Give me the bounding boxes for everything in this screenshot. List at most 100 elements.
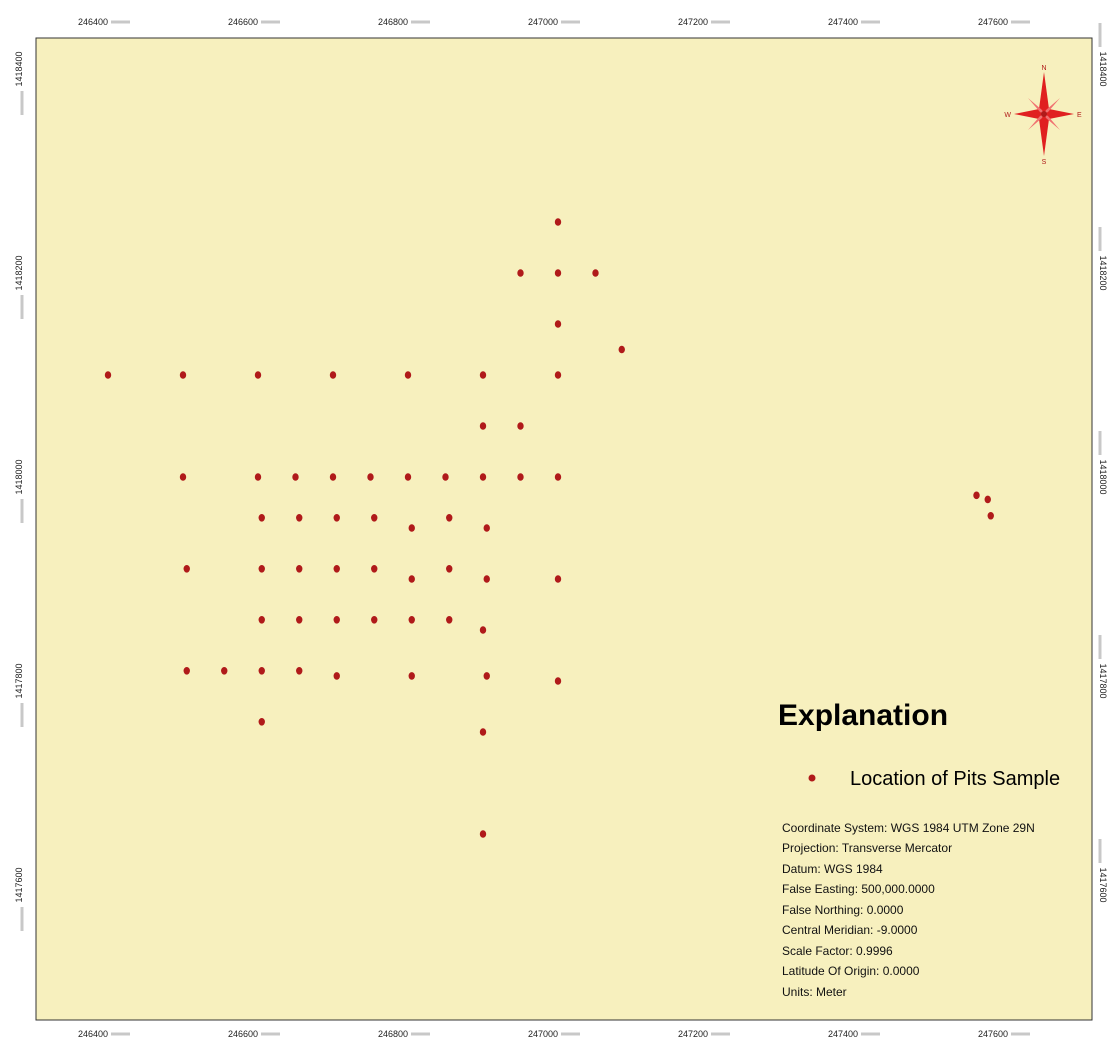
- pit-sample-point: [404, 473, 412, 481]
- pit-sample-point: [554, 677, 562, 685]
- coord-line: Latitude Of Origin: 0.0000: [782, 964, 920, 978]
- y-tick-label: 1418400: [14, 51, 24, 86]
- pit-sample-point: [329, 371, 337, 379]
- pit-sample-point: [973, 491, 980, 500]
- pit-sample-point: [179, 473, 187, 481]
- x-tick-label: 246400: [78, 1029, 108, 1039]
- x-tick-label: 247600: [978, 1029, 1008, 1039]
- compass-label-e: E: [1077, 112, 1082, 119]
- y-axis-left: 1418400 1418200 1418000 1417800 1417600: [14, 51, 24, 931]
- x-tick-label: 247200: [678, 1029, 708, 1039]
- pit-sample-point: [333, 565, 340, 573]
- pit-sample-point: [183, 667, 190, 675]
- pit-sample-point: [554, 473, 562, 481]
- x-tick-label: 246800: [378, 17, 408, 27]
- pit-sample-point: [479, 473, 487, 481]
- y-tick-label: 1418000: [14, 459, 24, 494]
- pit-sample-point: [333, 616, 340, 624]
- pit-sample-point: [404, 371, 412, 379]
- y-tick-label: 1417800: [1098, 663, 1108, 698]
- pit-sample-point: [258, 718, 265, 726]
- x-tick-label: 247600: [978, 17, 1008, 27]
- pit-sample-point: [554, 218, 562, 226]
- coord-line: Datum: WGS 1984: [782, 862, 883, 876]
- coord-line: False Easting: 500,000.0000: [782, 882, 935, 896]
- x-tick-label: 246600: [228, 17, 258, 27]
- pit-sample-point: [517, 422, 524, 430]
- pit-sample-point: [554, 320, 562, 328]
- x-axis-bottom: 246400 246600 246800 247000 247200 247400 2476…: [78, 1029, 1030, 1039]
- legend: Explanation Location of Pits Sample: [778, 699, 1060, 790]
- pit-sample-point: [483, 524, 490, 532]
- legend-point-symbol: [808, 774, 816, 782]
- y-tick-label: 1418200: [14, 255, 24, 290]
- pit-sample-point: [371, 565, 378, 573]
- pit-sample-point: [183, 565, 190, 573]
- coord-line: Coordinate System: WGS 1984 UTM Zone 29N: [782, 821, 1035, 835]
- compass-label-s: S: [1042, 159, 1047, 166]
- y-tick-label: 1417800: [14, 663, 24, 698]
- y-tick-label: 1417600: [14, 867, 24, 902]
- x-tick-label: 247200: [678, 17, 708, 27]
- coord-line: False Northing: 0.0000: [782, 903, 904, 917]
- pit-sample-point: [479, 371, 487, 379]
- pit-sample-point: [479, 728, 487, 736]
- coord-line: Projection: Transverse Mercator: [782, 841, 952, 855]
- pit-sample-point: [987, 511, 994, 520]
- pit-sample-point: [408, 524, 415, 532]
- coord-line: Scale Factor: 0.9996: [782, 944, 893, 958]
- y-tick-label: 1418200: [1098, 255, 1108, 290]
- pit-sample-point: [258, 667, 265, 675]
- pit-sample-point: [517, 269, 524, 277]
- legend-item-label: Location of Pits Sample: [850, 768, 1060, 790]
- legend-title: Explanation: [778, 699, 948, 732]
- pit-sample-point: [333, 672, 340, 680]
- pit-sample-point: [554, 371, 562, 379]
- coord-line: Central Meridian: -9.0000: [782, 923, 918, 937]
- coord-line: Units: Meter: [782, 985, 847, 999]
- pit-sample-point: [329, 473, 337, 481]
- x-tick-label: 247400: [828, 17, 858, 27]
- pit-sample-point: [296, 514, 303, 522]
- pit-sample-point: [442, 473, 449, 481]
- pit-sample-point: [483, 672, 490, 680]
- pit-sample-point: [292, 473, 299, 481]
- pit-sample-point: [446, 565, 453, 573]
- pit-sample-point: [371, 616, 378, 624]
- pit-sample-point: [483, 575, 490, 583]
- pit-sample-point: [984, 495, 991, 504]
- y-axis-right: 1418400 1418200 1418000 1417800 1417600: [1098, 23, 1108, 903]
- pit-sample-point: [179, 371, 187, 379]
- pit-sample-point: [221, 667, 228, 675]
- y-tick-label: 1418000: [1098, 459, 1108, 494]
- pit-sample-point: [408, 616, 415, 624]
- x-axis-top: 246400 246600 246800 247000 247200 247400 2476…: [78, 17, 1030, 27]
- pit-sample-point: [296, 616, 303, 624]
- pit-sample-point: [554, 575, 562, 583]
- x-tick-label: 246400: [78, 17, 108, 27]
- x-tick-label: 247400: [828, 1029, 858, 1039]
- y-tick-label: 1417600: [1098, 867, 1108, 902]
- pit-sample-point: [517, 473, 524, 481]
- pit-sample-point: [254, 371, 262, 379]
- coordinate-system-info: Coordinate System: WGS 1984 UTM Zone 29N…: [782, 821, 1035, 999]
- pit-sample-point: [258, 514, 265, 522]
- x-tick-label: 246800: [378, 1029, 408, 1039]
- pit-sample-point: [371, 514, 378, 522]
- pit-sample-point: [479, 626, 487, 634]
- pit-sample-point: [446, 514, 453, 522]
- pit-sample-point: [296, 565, 303, 573]
- pit-sample-point: [333, 514, 340, 522]
- pit-sample-point: [408, 575, 415, 583]
- pit-sample-point: [408, 672, 415, 680]
- pits-sample-points: [104, 218, 994, 838]
- x-tick-label: 246600: [228, 1029, 258, 1039]
- pit-sample-point: [479, 830, 487, 838]
- pit-sample-point: [479, 422, 487, 430]
- x-tick-label: 247000: [528, 17, 558, 27]
- pit-sample-point: [554, 269, 562, 277]
- pit-sample-point: [104, 371, 112, 379]
- compass-label-w: W: [1004, 112, 1011, 119]
- pit-sample-point: [592, 269, 599, 277]
